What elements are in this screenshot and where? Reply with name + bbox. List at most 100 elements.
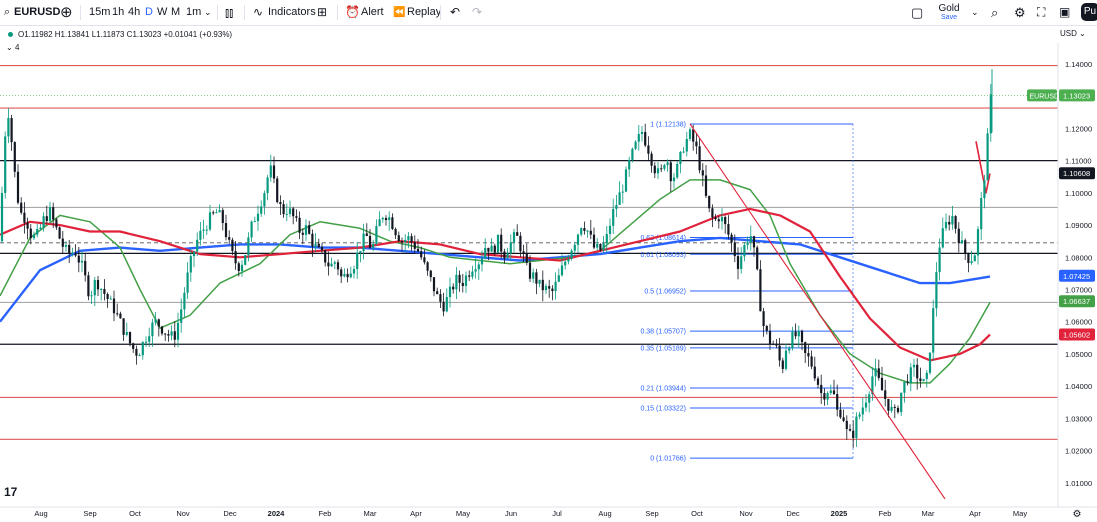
replay-icon[interactable]: ⏪ (393, 7, 406, 18)
price-tag (1059, 328, 1095, 341)
ma-short-red-line (975, 141, 991, 194)
horizontal-levels[interactable] (0, 65, 1058, 440)
candle-body (743, 244, 746, 257)
alert-icon[interactable]: ⏰ (345, 5, 360, 19)
avatar[interactable]: Pu (1081, 3, 1097, 21)
candle-body (327, 262, 330, 267)
chevron-down-icon[interactable]: ⌄ (971, 7, 979, 17)
price-tick-label: 1.01000 (1065, 479, 1092, 488)
interval-1d[interactable]: D (145, 6, 153, 18)
indicator-count[interactable]: ⌄ 4 (6, 43, 19, 52)
camera-icon[interactable]: ▣ (1059, 5, 1071, 19)
price-axis[interactable]: 1.140001.130001.120001.110001.100001.090… (0, 43, 1097, 507)
candle-body (845, 420, 848, 430)
price-tick-label: 1.12000 (1065, 124, 1092, 133)
candle-body (132, 343, 135, 349)
indicators-icon[interactable]: ∿ (253, 5, 264, 19)
candle-body (10, 118, 13, 143)
redo-icon[interactable]: ↷ (472, 5, 483, 19)
fullscreen-icon[interactable]: ⛶ (1037, 5, 1046, 19)
time-tick-label: May (456, 509, 470, 518)
trendline[interactable] (689, 123, 946, 500)
fib-level-label: 0.35 (1.05189) (640, 345, 686, 352)
interval-4h[interactable]: 4h (128, 6, 141, 18)
fibonacci-retracement[interactable]: 1 (1.12138) 0.62 (1.08614) 0.61 (1.08093) 0… (640, 121, 854, 463)
candle-body (544, 286, 548, 291)
candle-type-icon[interactable]: ⫾⫾ (225, 5, 234, 20)
candle-body (29, 228, 32, 239)
undo-icon[interactable]: ↶ (450, 5, 461, 19)
indicators-button[interactable]: Indicators (268, 6, 316, 18)
candle-body (548, 286, 551, 289)
price-tag (1059, 167, 1095, 180)
candle-body (480, 258, 484, 265)
candle-body (461, 282, 464, 287)
candle-body (71, 252, 74, 254)
interval-1m[interactable]: 1m (186, 6, 202, 18)
search-icon[interactable]: ⌕ (4, 6, 11, 18)
candle-body (157, 319, 160, 327)
time-tick-label: Aug (598, 509, 611, 518)
candle-body (16, 171, 20, 203)
candle-body (557, 275, 560, 282)
candle-body (512, 232, 516, 243)
currency-selector[interactable]: USD ⌄ (1060, 29, 1086, 38)
candle-body (567, 258, 570, 262)
candle-body (84, 260, 87, 276)
symbol-search[interactable]: EURUSD (14, 6, 61, 18)
trendline-line (689, 123, 946, 500)
candle-body (535, 272, 538, 284)
candle-body (586, 230, 589, 232)
candle-body (237, 263, 240, 272)
time-tick-label: Jul (552, 509, 562, 518)
candle-body (525, 253, 528, 263)
chevron-down-icon[interactable]: ⌄ (204, 7, 212, 17)
candle-body (298, 217, 301, 233)
layouts-icon[interactable]: ⊞ (317, 5, 328, 19)
candle-body (388, 217, 391, 221)
candle-body (781, 360, 784, 369)
quick-search-icon[interactable]: ⌕ (991, 5, 999, 20)
candle-body (180, 309, 183, 323)
candle-body (448, 286, 452, 298)
candle-body (32, 234, 36, 239)
candle-body (698, 146, 701, 171)
candle-body (39, 227, 42, 229)
candle-body (711, 208, 714, 218)
replay-button[interactable]: Replay (407, 6, 442, 18)
candle-body (464, 275, 468, 287)
candle-body (509, 242, 512, 254)
candle-body (938, 247, 941, 273)
candle-body (0, 192, 4, 242)
candle-body (288, 208, 292, 214)
candle-body (74, 252, 77, 256)
candle-body (343, 273, 346, 277)
interval-1mo[interactable]: M (171, 6, 181, 18)
compare-symbol-icon[interactable]: ⊕ (60, 4, 73, 21)
candle-body (554, 281, 557, 292)
candle-body (877, 368, 880, 378)
candle-body (128, 332, 132, 344)
layout-square-icon[interactable]: ▢ (911, 5, 924, 20)
time-axis[interactable]: Aug Sep Oct Nov Dec 2024 Feb Mar Apr May Jun Jul Aug… (0, 43, 1097, 520)
candle-body (832, 390, 836, 394)
alert-button[interactable]: Alert (361, 6, 384, 18)
candle-body (77, 255, 80, 263)
candle-body (250, 221, 253, 238)
interval-15m[interactable]: 15m (89, 6, 111, 18)
candle-body (922, 379, 925, 382)
candle-body (160, 326, 164, 334)
interval-1w[interactable]: W (157, 6, 168, 18)
interval-1h[interactable]: 1h (112, 6, 125, 18)
gear-icon[interactable]: ⚙ (1014, 5, 1026, 20)
candle-body (679, 151, 682, 164)
candle-body (64, 244, 68, 247)
layout-name[interactable]: Gold Save (930, 3, 968, 22)
candle-body (455, 274, 458, 290)
candle-body (135, 348, 138, 356)
candle-body (650, 153, 653, 166)
tradingview-logo[interactable]: 17 (4, 485, 18, 499)
save-label[interactable]: Save (941, 14, 957, 21)
price-tag-label: 1.06637 (1063, 297, 1090, 306)
